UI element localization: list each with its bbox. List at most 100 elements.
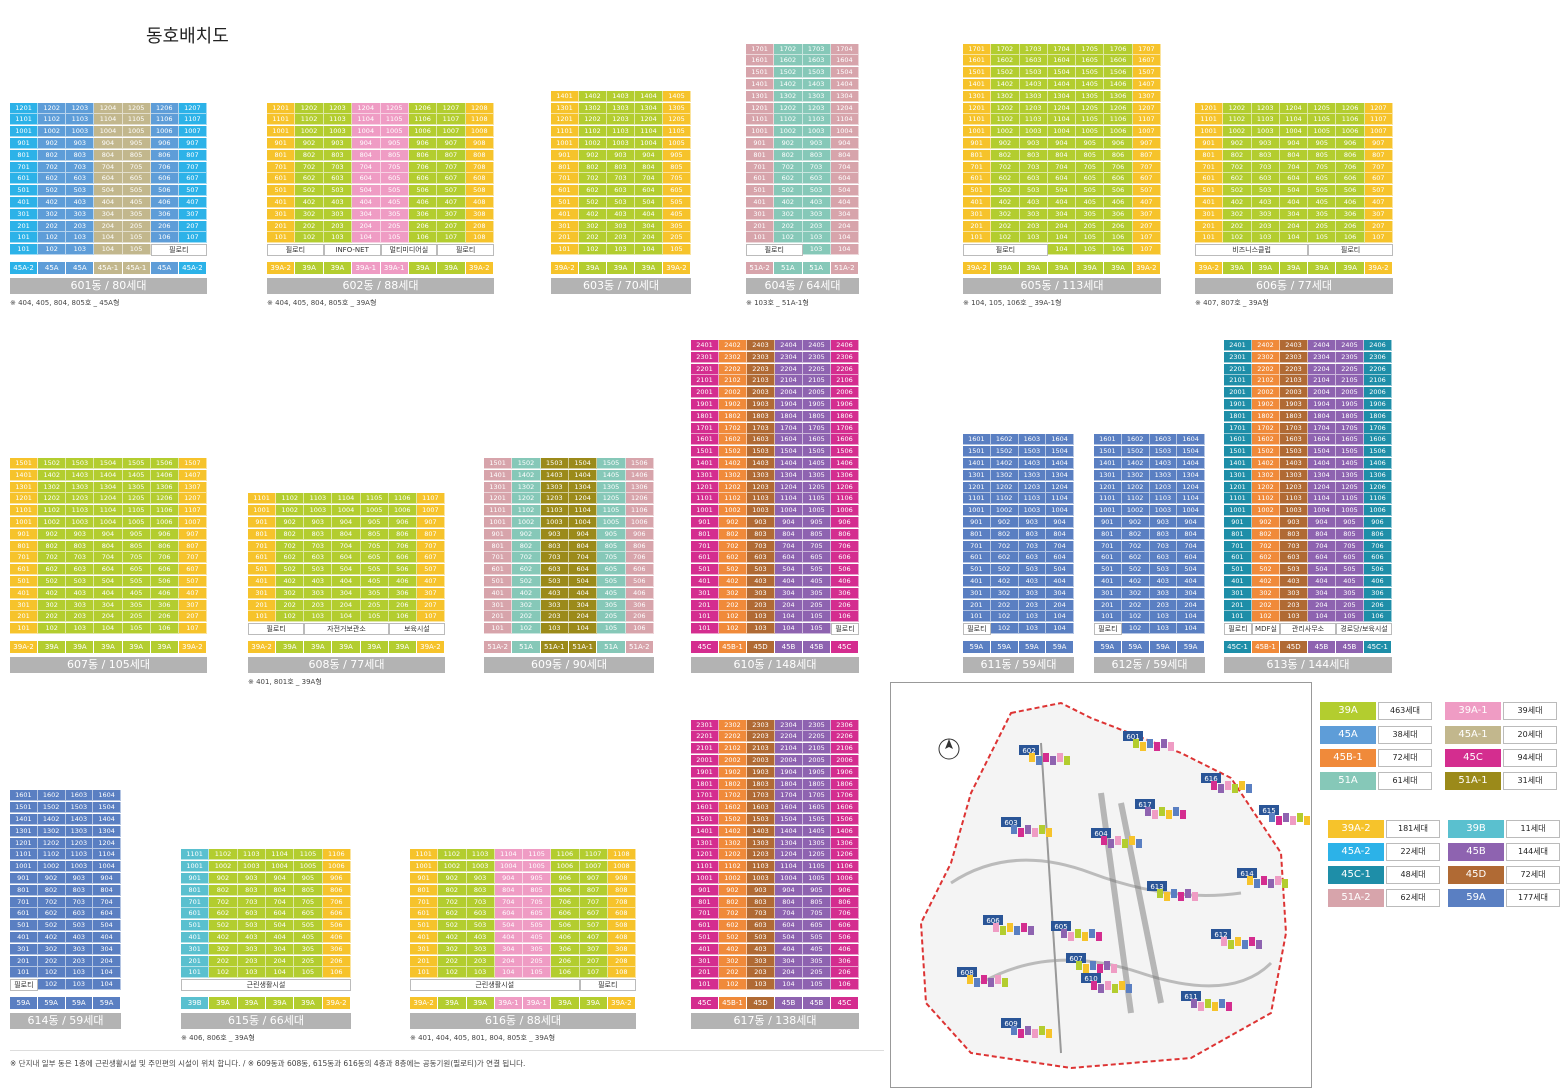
unit-cell[interactable]: 1106: [388, 493, 417, 505]
unit-cell[interactable]: 1506: [1104, 67, 1133, 79]
unit-cell[interactable]: 104: [775, 979, 803, 991]
unit-cell[interactable]: 1604: [1046, 434, 1074, 446]
unit-cell[interactable]: 301: [551, 220, 579, 232]
unit-cell[interactable]: 105: [122, 623, 151, 635]
unit-cell[interactable]: 1103: [65, 849, 94, 861]
unit-cell[interactable]: 2201: [691, 363, 719, 375]
unit-cell[interactable]: 1506: [150, 458, 179, 469]
unit-cell[interactable]: 1102: [276, 493, 305, 505]
unit-cell[interactable]: 1108: [607, 849, 636, 861]
unit-cell[interactable]: 506: [625, 576, 654, 587]
unit-cell[interactable]: 806: [322, 884, 351, 896]
unit-cell[interactable]: 702: [990, 540, 1019, 552]
unit-cell[interactable]: 502: [209, 920, 238, 932]
unit-cell[interactable]: 703: [304, 540, 333, 552]
unit-cell[interactable]: 1602: [1252, 434, 1280, 446]
unit-cell[interactable]: 107: [1364, 232, 1393, 244]
unit-cell[interactable]: 303: [747, 587, 775, 599]
unit-cell[interactable]: 804: [94, 149, 123, 161]
unit-cell[interactable]: 2306: [831, 719, 859, 731]
unit-cell[interactable]: 104: [93, 979, 121, 991]
unit-cell[interactable]: 2101: [691, 743, 719, 755]
unit-cell[interactable]: 1501: [691, 446, 719, 458]
unit-cell[interactable]: 1004: [332, 505, 361, 517]
unit-cell[interactable]: 1303: [802, 90, 831, 102]
unit-cell[interactable]: 1504: [830, 67, 859, 79]
unit-cell[interactable]: 2402: [1252, 340, 1280, 351]
unit-cell[interactable]: 1702: [774, 43, 803, 55]
unit-cell[interactable]: 706: [408, 161, 438, 173]
unit-cell[interactable]: 1406: [831, 825, 859, 837]
unit-cell[interactable]: 1002: [1223, 126, 1252, 138]
unit-cell[interactable]: 1101: [691, 861, 719, 873]
unit-cell[interactable]: 1303: [1149, 469, 1178, 481]
unit-cell[interactable]: 802: [37, 884, 66, 896]
unit-cell[interactable]: 807: [178, 540, 207, 552]
unit-cell[interactable]: 602: [990, 552, 1019, 564]
unit-cell[interactable]: 1704: [1308, 422, 1336, 434]
unit-cell[interactable]: 703: [802, 161, 831, 173]
unit-cell[interactable]: 2304: [775, 351, 803, 363]
unit-cell[interactable]: 702: [276, 540, 305, 552]
unit-cell[interactable]: 704: [775, 540, 803, 552]
unit-cell[interactable]: 1205: [122, 493, 151, 505]
unit-cell[interactable]: 101: [484, 623, 513, 635]
unit-cell[interactable]: 604: [494, 908, 523, 920]
unit-cell[interactable]: 502: [276, 564, 305, 576]
unit-cell[interactable]: 503: [1280, 564, 1308, 576]
unit-cell[interactable]: 1402: [774, 79, 803, 90]
unit-cell[interactable]: 605: [597, 564, 626, 576]
unit-cell[interactable]: 1401: [746, 79, 775, 90]
unit-cell[interactable]: 705: [122, 552, 151, 564]
unit-cell[interactable]: 1203: [66, 102, 95, 114]
unit-cell[interactable]: 701: [410, 896, 439, 908]
unit-cell[interactable]: 102: [38, 623, 67, 635]
unit-cell[interactable]: 1006: [150, 126, 179, 138]
unit-cell[interactable]: 1101: [963, 114, 992, 126]
unit-cell[interactable]: 1503: [1018, 446, 1047, 458]
map-marker[interactable]: [1211, 929, 1231, 939]
unit-cell[interactable]: 1104: [352, 114, 381, 126]
unit-cell[interactable]: 304: [830, 208, 859, 220]
unit-cell[interactable]: 1206: [625, 493, 654, 505]
unit-cell[interactable]: 605: [663, 185, 691, 197]
unit-cell[interactable]: 1804: [775, 410, 803, 422]
map-marker[interactable]: [1147, 881, 1167, 891]
unit-cell[interactable]: 307: [579, 943, 608, 955]
unit-cell[interactable]: 1006: [150, 517, 179, 528]
unit-cell[interactable]: 505: [380, 185, 409, 197]
unit-cell[interactable]: 1207: [178, 102, 207, 114]
unit-cell[interactable]: 208: [465, 220, 494, 232]
unit-cell[interactable]: 1001: [267, 126, 296, 138]
unit-cell[interactable]: 901: [1195, 138, 1224, 149]
unit-cell[interactable]: 106: [831, 979, 859, 991]
unit-cell[interactable]: 1605: [803, 434, 831, 446]
unit-cell[interactable]: 1105: [597, 505, 626, 517]
unit-cell[interactable]: 404: [94, 197, 123, 208]
unit-cell[interactable]: 1604: [830, 55, 859, 67]
unit-cell[interactable]: 902: [1252, 517, 1280, 528]
unit-cell[interactable]: 601: [484, 564, 513, 576]
unit-cell[interactable]: 706: [625, 552, 654, 564]
unit-cell[interactable]: 1301: [963, 90, 992, 102]
unit-cell[interactable]: 205: [803, 967, 831, 979]
unit-cell[interactable]: 2206: [831, 731, 859, 743]
unit-cell[interactable]: 202: [774, 220, 803, 232]
unit-cell[interactable]: 508: [465, 185, 494, 197]
unit-cell[interactable]: 301: [1195, 208, 1224, 220]
unit-cell[interactable]: 507: [437, 185, 466, 197]
unit-cell[interactable]: 708: [607, 896, 636, 908]
unit-cell[interactable]: 405: [803, 943, 831, 955]
unit-cell[interactable]: 1001: [410, 861, 439, 873]
unit-cell[interactable]: 401: [691, 576, 719, 587]
unit-cell[interactable]: 1001: [248, 505, 277, 517]
unit-cell[interactable]: 706: [1104, 161, 1133, 173]
unit-cell[interactable]: 806: [150, 540, 179, 552]
unit-cell[interactable]: 502: [579, 197, 607, 208]
unit-cell[interactable]: 1704: [775, 790, 803, 802]
unit-cell[interactable]: 901: [963, 517, 991, 528]
unit-cell[interactable]: 904: [352, 138, 381, 149]
unit-cell[interactable]: 303: [1019, 208, 1048, 220]
unit-cell[interactable]: 1501: [10, 458, 39, 469]
unit-cell[interactable]: 704: [93, 896, 121, 908]
